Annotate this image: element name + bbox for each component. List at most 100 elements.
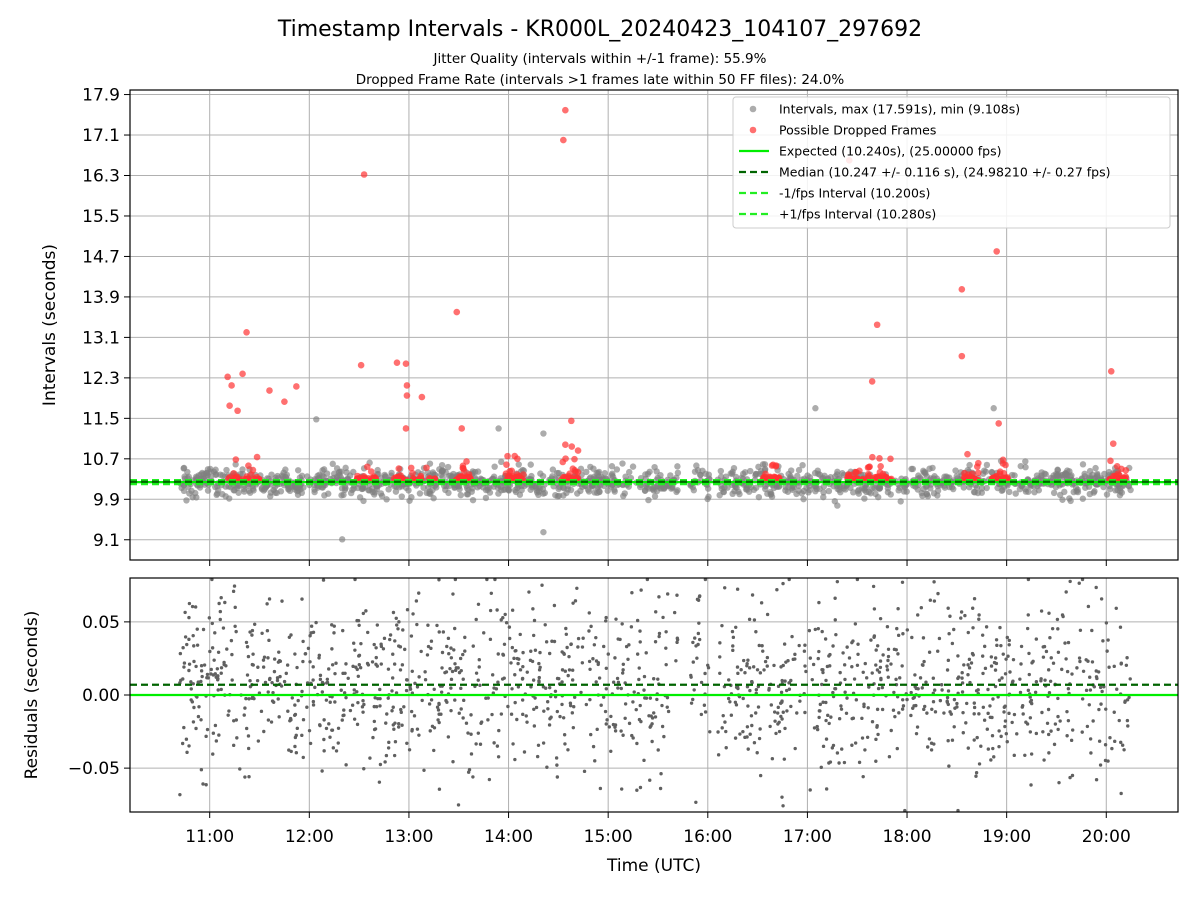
residual-point	[638, 703, 642, 708]
residual-point	[650, 739, 654, 744]
residual-point	[213, 723, 218, 728]
residual-point	[874, 759, 878, 763]
chart-subtitle-jitter: Jitter Quality (intervals within +/-1 fr…	[433, 51, 767, 67]
residual-point	[456, 666, 460, 670]
residual-point	[946, 606, 950, 610]
residual-point	[946, 689, 951, 693]
residual-point	[960, 690, 965, 694]
residual-point	[937, 636, 942, 641]
interval-point	[724, 484, 731, 491]
residual-point	[225, 647, 229, 651]
residual-point	[571, 725, 576, 730]
residual-point	[1065, 709, 1069, 714]
residual-point	[1003, 704, 1007, 708]
residual-point	[760, 644, 764, 648]
residual-point	[896, 606, 900, 611]
dropped-frame-point	[964, 450, 971, 458]
residual-point	[1011, 657, 1016, 662]
chart-title: Timestamp Intervals - KR000L_20240423_10…	[277, 17, 922, 42]
residual-point	[940, 688, 944, 692]
residual-point	[1091, 719, 1095, 723]
interval-point	[691, 468, 699, 475]
residual-point	[657, 631, 662, 636]
interval-point	[378, 492, 386, 500]
residual-point	[391, 610, 396, 615]
residual-point	[1005, 740, 1009, 744]
residual-point	[1099, 597, 1104, 601]
residual-point	[461, 716, 465, 720]
residual-point	[330, 728, 334, 732]
residual-point	[747, 617, 752, 622]
residual-point	[267, 638, 271, 643]
residual-point	[557, 676, 561, 681]
residual-point	[390, 709, 394, 713]
residual-point	[736, 671, 740, 676]
residual-point	[366, 630, 370, 635]
residual-point	[500, 677, 505, 681]
residual-point	[266, 656, 270, 660]
residual-point	[1056, 714, 1060, 719]
residual-point	[353, 648, 357, 652]
residual-point	[1090, 660, 1095, 664]
interval-point	[294, 491, 302, 498]
residual-point	[972, 712, 976, 716]
residual-point	[581, 636, 585, 640]
residual-point	[513, 700, 517, 705]
residual-point	[250, 662, 255, 667]
residual-point	[261, 665, 266, 669]
residual-point	[642, 674, 647, 679]
dropped-frame-point	[503, 461, 510, 469]
residual-point	[997, 678, 1002, 682]
residual-point	[466, 770, 471, 774]
residual-point	[928, 598, 933, 602]
residual-point	[201, 782, 205, 786]
residual-point	[724, 729, 728, 734]
residual-point	[355, 722, 360, 727]
interval-point	[874, 493, 882, 501]
residual-point	[1027, 651, 1031, 656]
top-y-tick-label: 11.5	[82, 409, 120, 429]
interval-point	[342, 464, 349, 472]
residual-point	[966, 663, 970, 667]
residual-point	[977, 712, 981, 716]
residual-point	[1018, 677, 1022, 681]
residual-point	[802, 649, 807, 653]
residual-point	[392, 727, 396, 731]
residual-point	[604, 615, 608, 620]
residual-point	[440, 666, 444, 670]
residual-point	[524, 714, 528, 718]
residual-point	[1004, 732, 1009, 736]
residual-point	[311, 678, 315, 682]
residual-point	[1117, 718, 1121, 723]
residual-point	[758, 773, 763, 778]
residual-point	[658, 786, 663, 791]
residual-point	[401, 628, 405, 632]
dropped-frame-point	[571, 455, 578, 463]
residual-point	[374, 705, 379, 709]
residual-point	[824, 678, 828, 683]
residual-point	[642, 688, 646, 692]
interval-point	[799, 461, 806, 469]
residual-point	[267, 597, 272, 601]
residual-point	[736, 686, 740, 691]
residual-point	[537, 680, 541, 684]
interval-point	[423, 489, 430, 497]
residual-point	[659, 772, 663, 776]
residual-point	[981, 671, 985, 676]
residual-point	[1080, 730, 1084, 734]
residual-point	[562, 733, 567, 737]
dropped-frame-point	[964, 471, 972, 478]
residual-point	[854, 698, 859, 702]
residual-point	[410, 669, 414, 673]
residual-point	[361, 710, 365, 714]
residual-point	[195, 627, 199, 631]
residual-point	[459, 668, 463, 673]
residual-point	[348, 708, 353, 713]
residual-point	[924, 680, 928, 684]
residual-point	[282, 679, 287, 684]
residual-point	[735, 665, 740, 669]
residual-point	[974, 771, 979, 775]
residual-point	[815, 727, 820, 732]
residual-point	[194, 664, 198, 669]
